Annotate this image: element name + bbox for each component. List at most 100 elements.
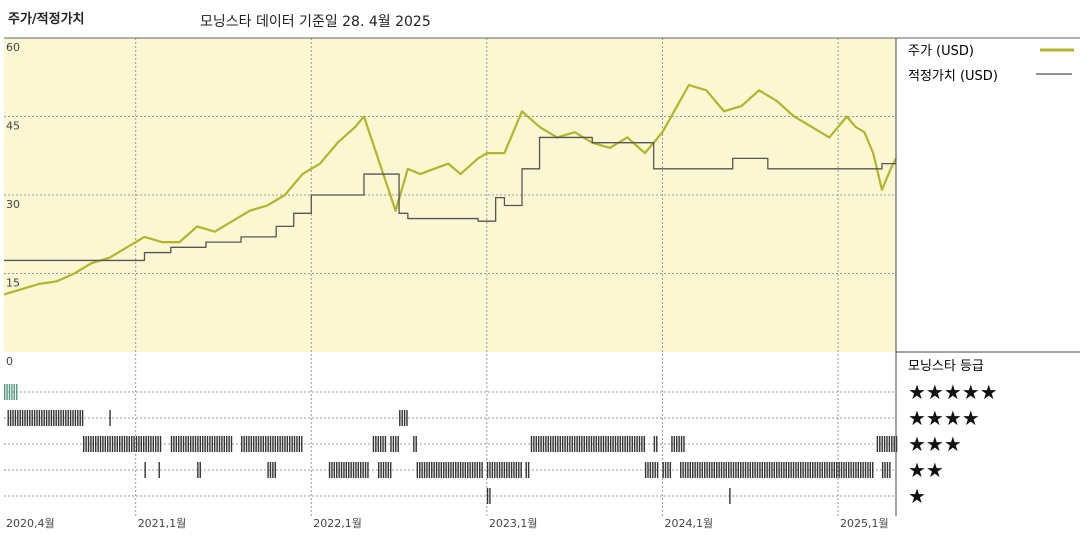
rating-bar — [382, 436, 384, 452]
rating-bar — [53, 410, 55, 426]
rating-bar — [284, 436, 286, 452]
rating-bar — [489, 462, 491, 478]
rating-bar — [671, 436, 673, 452]
rating-bar — [893, 436, 895, 452]
rating-bar — [192, 436, 194, 452]
rating-bar — [4, 384, 6, 400]
rating-bar — [525, 462, 527, 478]
rating-bar — [457, 462, 459, 478]
rating-bar — [298, 436, 301, 452]
rating-bar — [881, 462, 884, 478]
rating-bar — [725, 462, 728, 478]
fair-value-series-line — [4, 136, 896, 262]
rating-bar — [440, 462, 443, 478]
rating-bar — [99, 436, 102, 452]
rating-bar — [581, 436, 583, 452]
rating-bar — [626, 436, 629, 452]
rating-bar — [895, 436, 898, 452]
rating-bar — [819, 462, 821, 478]
rating-bar — [421, 462, 423, 478]
rating-bar — [403, 410, 406, 426]
rating-bar — [704, 462, 706, 478]
rating-bar — [790, 462, 792, 478]
rating-bar — [364, 462, 367, 478]
rating-bar — [111, 436, 114, 452]
rating-bar — [265, 436, 267, 452]
rating-bar — [735, 462, 737, 478]
rating-bar — [362, 462, 364, 478]
rating-bar — [445, 462, 447, 478]
rating-bar — [452, 462, 455, 478]
rating-bar — [713, 462, 716, 478]
rating-bar — [718, 462, 720, 478]
rating-bar — [97, 436, 99, 452]
rating-bar — [886, 462, 889, 478]
rating-bar — [72, 410, 74, 426]
rating-bar — [728, 462, 730, 478]
rating-bar — [291, 436, 293, 452]
rating-bar — [50, 410, 53, 426]
rating-bar — [443, 462, 445, 478]
rating-bar — [36, 410, 38, 426]
rating-bar — [533, 436, 535, 452]
rating-panel-title: 모닝스타 등급 — [908, 359, 984, 374]
rating-bar — [756, 462, 759, 478]
rating-bar — [338, 462, 340, 478]
rating-bar — [328, 462, 331, 478]
rating-bar — [360, 462, 362, 478]
rating-bar — [683, 436, 685, 452]
rating-bar — [67, 410, 69, 426]
rating-bar — [211, 436, 214, 452]
rating-bar — [209, 436, 211, 452]
rating-bar — [13, 384, 15, 400]
rating-bar — [826, 462, 828, 478]
rating-bar — [540, 436, 542, 452]
rating-bar — [764, 462, 766, 478]
rating-bar — [653, 436, 656, 452]
rating-bar — [593, 436, 595, 452]
rating-bar — [197, 436, 199, 452]
rating-bar — [253, 436, 255, 452]
rating-bar — [274, 462, 276, 478]
rating-bar — [518, 462, 520, 478]
rating-bar — [633, 436, 636, 452]
star-rating-labels: ★★★★★★★★★★★★★★★ — [908, 380, 998, 508]
rating-bar — [605, 436, 607, 452]
rating-bar — [740, 462, 742, 478]
rating-bar — [243, 436, 245, 452]
rating-bar — [474, 462, 476, 478]
rating-bar — [62, 410, 65, 426]
star-label-1: ★ — [908, 484, 926, 508]
rating-bar — [716, 462, 718, 478]
star-label-2: ★★ — [908, 458, 944, 482]
rating-bar — [16, 384, 18, 400]
rating-bar — [173, 436, 175, 452]
rating-bar — [491, 462, 494, 478]
rating-bar — [102, 436, 104, 452]
rating-bar — [609, 436, 612, 452]
rating-bar — [6, 384, 8, 400]
rating-bar — [419, 462, 421, 478]
rating-bar — [281, 436, 284, 452]
rating-bar — [682, 462, 684, 478]
rating-bar — [831, 462, 833, 478]
rating-bar — [481, 462, 483, 478]
rating-bar — [267, 462, 269, 478]
rating-bar — [144, 462, 146, 478]
rating-bar — [720, 462, 723, 478]
rating-bar — [617, 436, 619, 452]
rating-bar — [857, 462, 860, 478]
rating-bar — [600, 436, 602, 452]
rating-bar — [24, 410, 26, 426]
rating-bar — [800, 462, 802, 478]
y-tick-label: 0 — [6, 355, 13, 368]
rating-bar — [155, 436, 157, 452]
rating-bar — [889, 462, 891, 478]
rating-bar — [450, 462, 452, 478]
x-tick-label: 2025,1월 — [840, 517, 889, 530]
rating-bar — [780, 462, 783, 478]
rating-bar — [848, 462, 850, 478]
rating-bar — [455, 462, 457, 478]
data-date-label: 모닝스타 데이터 기준일 28. 4월 2025 — [200, 14, 431, 30]
rating-bar — [644, 462, 647, 478]
